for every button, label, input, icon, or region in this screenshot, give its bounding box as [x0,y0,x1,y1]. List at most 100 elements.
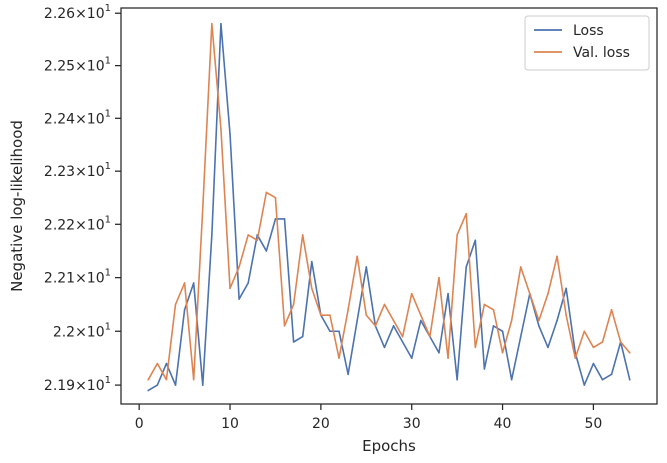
data-point [438,276,440,279]
data-point [274,218,277,220]
data-point [410,357,413,359]
data-point [592,346,595,349]
data-point [628,351,631,354]
data-point [474,239,477,242]
data-point [510,319,513,322]
y-tick-label: 2.23×101 [44,161,111,180]
y-tick-label: 2.24×101 [44,108,111,127]
y-axis-ticks: 2.19×101 2.2×101 2.21×101 2.22×101 2.23×101 2… [44,3,121,394]
data-point [338,357,340,359]
data-point [292,303,295,306]
data-point [501,330,504,333]
legend: Loss Val. loss [524,15,650,71]
y-tick-label: 2.25×101 [44,56,111,75]
data-point [347,373,349,376]
data-point [429,335,431,338]
data-point [610,373,613,376]
data-point [310,287,313,290]
data-point [301,335,304,338]
data-point [365,314,368,316]
data-point [292,341,295,343]
data-point [220,128,222,130]
y-tick-label: 2.19×101 [44,375,111,394]
data-point [474,346,477,349]
data-point [374,325,377,327]
data-point [265,191,268,194]
y-tick-label: 2.22×101 [44,214,111,233]
data-point [183,282,186,284]
data-point [483,368,486,370]
data-point [456,234,458,236]
data-point [538,319,540,322]
data-point [529,292,531,295]
data-point [465,212,468,215]
x-tick-label: 30 [403,416,421,432]
data-point [283,218,286,220]
data-point [465,266,468,268]
data-point [483,303,486,306]
data-point [556,319,558,322]
data-point [201,207,204,210]
data-point [601,378,604,381]
data-point [456,378,458,381]
x-tick-label: 50 [584,416,602,432]
series-layer [147,22,631,392]
data-point [401,341,404,343]
data-point [601,341,604,343]
data-point [183,308,186,311]
y-tick-label: 2.2×101 [53,321,111,340]
x-tick-label: 40 [494,416,512,432]
data-point [565,287,567,290]
data-point [247,234,249,236]
data-point [356,255,359,258]
x-tick-label: 20 [312,416,330,432]
x-tick-label: 0 [135,416,144,432]
data-point [211,22,213,25]
data-point [247,282,249,284]
data-point [510,378,513,381]
data-point [192,378,195,381]
legend-entry-label: Loss [573,23,604,39]
data-point [347,308,349,311]
data-point [556,255,558,258]
data-point [447,357,449,359]
data-point [583,384,586,386]
data-point [174,303,177,306]
data-point [165,378,168,381]
data-point [283,325,286,327]
data-point [383,303,386,306]
data-point [256,239,259,242]
data-point [392,325,395,327]
data-point [301,234,304,236]
data-point [147,378,150,381]
data-point [265,250,268,252]
data-point [574,357,577,359]
data-point [420,314,422,316]
data-point [547,346,549,349]
data-point [238,266,240,268]
data-point [501,351,504,354]
data-point [229,133,231,135]
data-point [492,308,495,311]
x-axis-ticks: 0 10 20 30 40 50 [135,404,602,432]
data-point [492,325,495,327]
data-point [156,362,159,365]
data-point [447,292,449,295]
data-point [201,384,204,386]
data-point [438,351,440,354]
data-point [147,389,150,392]
data-point [192,282,195,284]
plot-frame [120,7,658,405]
data-point [519,335,522,338]
y-tick-label: 2.26×101 [44,3,111,22]
data-point [547,292,549,295]
data-point [229,287,231,290]
data-point [274,196,277,199]
data-point [583,330,586,333]
data-point [320,314,322,316]
series-line-val-loss [147,22,631,381]
data-point [211,234,213,236]
data-point [329,314,331,316]
data-point [356,319,359,322]
